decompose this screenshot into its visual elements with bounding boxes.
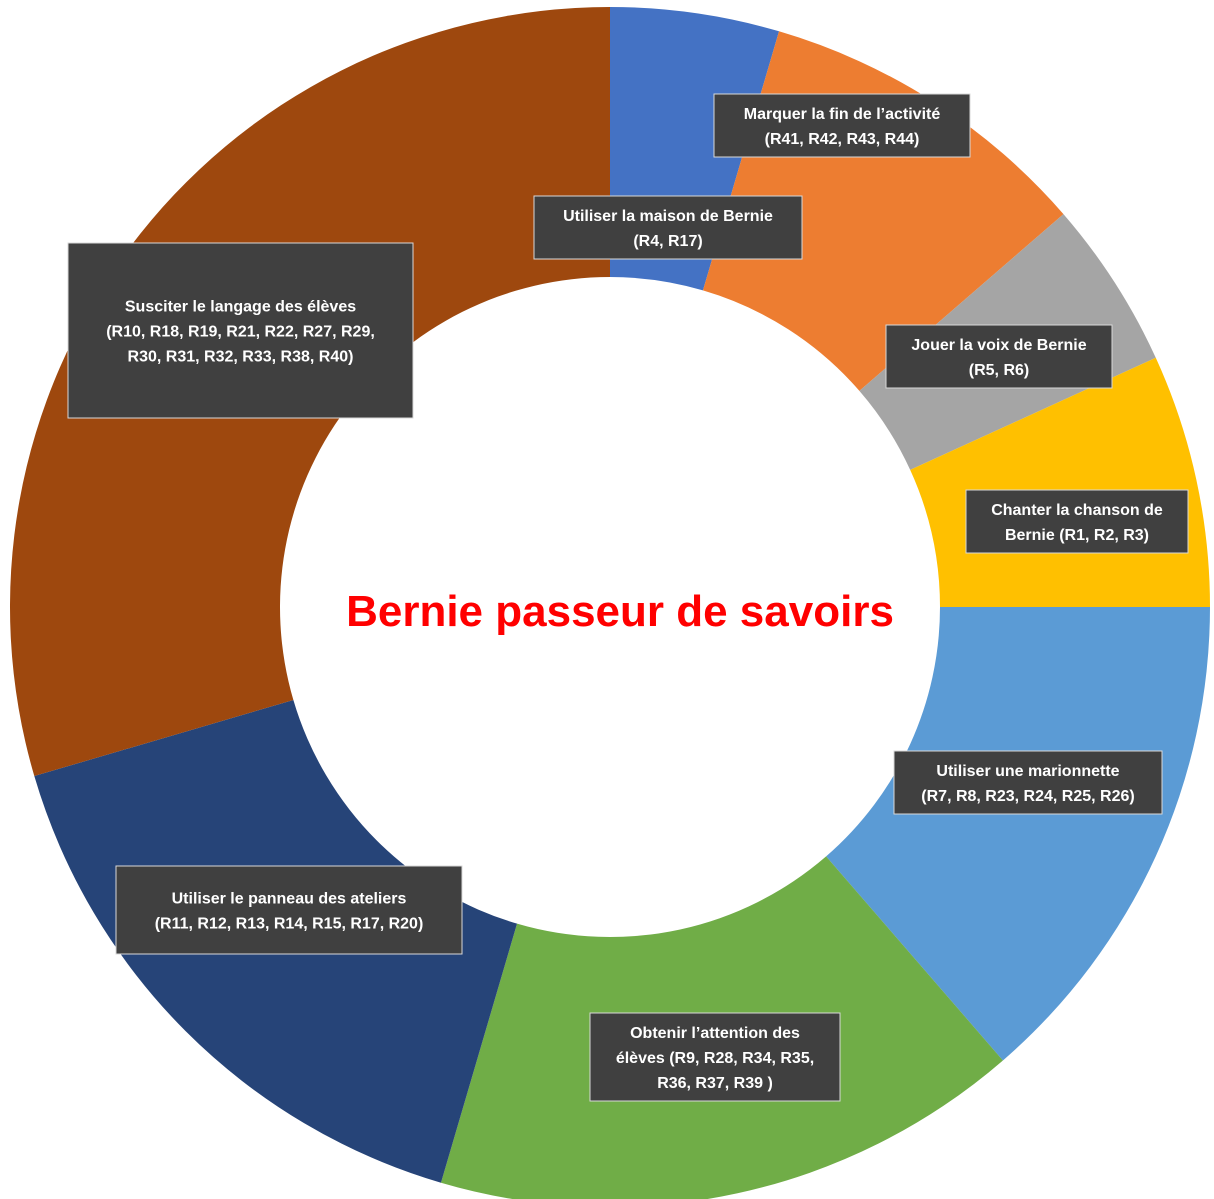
slice-label-box <box>67 242 414 419</box>
slice-label-8: Susciter le langage des élèves (R10, R18,… <box>67 242 414 419</box>
slice-label-text: (R10, R18, R19, R21, R22, R27, R29, <box>106 324 375 341</box>
slice-label-5: Utiliser une marionnette (R7, R8, R23, R2… <box>893 750 1163 815</box>
slice-labels: Utiliser la maison de Bernie (R4, R17) Mar… <box>67 93 1189 1102</box>
slice-label-text: Obtenir l’attention des <box>630 1025 800 1042</box>
slice-label-text: (R41, R42, R43, R44) <box>765 131 920 148</box>
slice-label-text: (R11, R12, R13, R14, R15, R17, R20) <box>155 916 424 933</box>
slice-label-text: (R4, R17) <box>633 233 702 250</box>
slice-label-text: Utiliser la maison de Bernie <box>563 208 773 225</box>
slice-label-text: (R7, R8, R23, R24, R25, R26) <box>921 788 1134 805</box>
slice-label-text: Utiliser le panneau des ateliers <box>172 891 407 908</box>
slice-label-text: (R5, R6) <box>969 362 1029 379</box>
slice-label-box <box>893 750 1163 815</box>
slice-label-box <box>713 93 971 158</box>
slice-label-text: Susciter le langage des élèves <box>125 299 356 316</box>
slice-label-box <box>533 195 803 260</box>
slice-label-box <box>965 489 1189 554</box>
slice-label-text: R30, R31, R32, R33, R38, R40) <box>128 349 354 366</box>
slice-label-text: Marquer la fin de l’activité <box>744 106 941 123</box>
chart-center-title: Bernie passeur de savoirs <box>346 587 894 636</box>
donut-slice-5 <box>826 607 1210 1061</box>
slice-label-text: Utiliser une marionnette <box>936 763 1119 780</box>
slice-label-text: Chanter la chanson de <box>991 502 1163 519</box>
slice-label-6: Obtenir l’attention des élèves (R9, R28, … <box>589 1012 841 1102</box>
slice-label-box <box>115 865 463 955</box>
slice-label-2: Marquer la fin de l’activité (R41, R42, R… <box>713 93 971 158</box>
slice-label-text: Bernie (R1, R2, R3) <box>1005 527 1149 544</box>
slice-label-text: Jouer la voix de Bernie <box>911 337 1086 354</box>
slice-label-box <box>589 1012 841 1102</box>
slice-label-4: Chanter la chanson de Bernie (R1, R2, R3) <box>965 489 1189 554</box>
slice-label-1: Utiliser la maison de Bernie (R4, R17) <box>533 195 803 260</box>
slice-label-3: Jouer la voix de Bernie (R5, R6) <box>885 324 1113 389</box>
slice-label-text: R36, R37, R39 ) <box>657 1075 773 1092</box>
slice-label-box <box>885 324 1113 389</box>
slice-label-7: Utiliser le panneau des ateliers (R11, R1… <box>115 865 463 955</box>
slice-label-text: élèves (R9, R28, R34, R35, <box>616 1050 814 1067</box>
